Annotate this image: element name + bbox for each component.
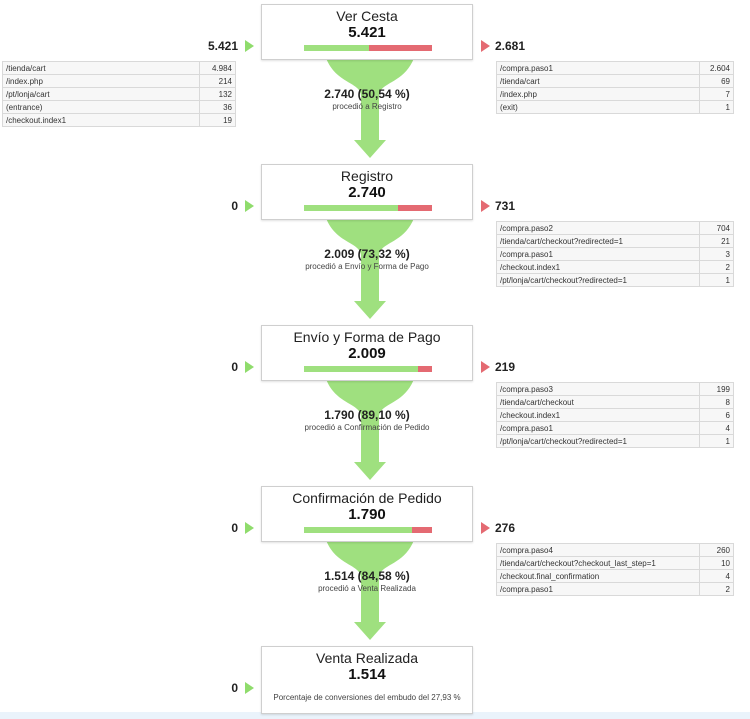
table-row[interactable]: /pt/lonja/cart/checkout?redirected=1 1 (496, 273, 734, 287)
exit-total: 219 (495, 360, 516, 374)
progress-exit-bar (418, 366, 432, 372)
step-conversion: 2.009 (73,32 %) procedió a Envío y Forma … (261, 247, 473, 271)
entrance-total: 5.421 (207, 39, 238, 53)
exit-destinations-table: /compra.paso4 260/tienda/cart/checkout?ch… (496, 543, 734, 596)
table-row[interactable]: /compra.paso1 2.604 (496, 61, 734, 75)
step-value: 5.421 (348, 24, 386, 41)
exit-count: 1 (699, 273, 734, 287)
step-box[interactable]: Ver Cesta 5.421 (261, 4, 473, 60)
conversion-label: procedió a Confirmación de Pedido (304, 423, 430, 432)
entrance-total: 0 (231, 681, 238, 695)
exit-total: 276 (495, 521, 516, 535)
entrance-total: 0 (231, 521, 238, 535)
exit-count: 1 (699, 100, 734, 114)
table-row[interactable]: /index.php 7 (496, 87, 734, 101)
conversion-label: procedió a Envío y Forma de Pago (305, 262, 429, 271)
step-value: 1.514 (348, 666, 386, 683)
conversion-label: procedió a Registro (332, 102, 402, 111)
funnel-connector (326, 58, 414, 158)
progress-exit-bar (398, 205, 432, 211)
table-row[interactable]: /pt/lonja/cart 132 (2, 87, 236, 101)
exit-destinations-table: /compra.paso2 704/tienda/cart/checkout?re… (496, 221, 734, 287)
table-row[interactable]: /pt/lonja/cart/checkout?redirected=1 1 (496, 434, 734, 448)
entrance-count: 19 (199, 113, 236, 127)
entrance-sources-table: /tienda/cart 4.984/index.php 214/pt/lonja/… (2, 61, 236, 127)
exit-arrow-icon (481, 40, 490, 52)
funnel-connector (326, 540, 414, 640)
table-row[interactable]: /checkout.index1 19 (2, 113, 236, 127)
exit-arrow-icon (481, 522, 490, 534)
table-row[interactable]: (entrance) 36 (2, 100, 236, 114)
step-value: 2.009 (348, 345, 386, 362)
step-box[interactable]: Registro 2.740 (261, 164, 473, 220)
exit-total: 2.681 (495, 39, 526, 53)
funnel-conversion-note: Porcentaje de conversiones del embudo de… (273, 693, 461, 702)
table-row[interactable]: /index.php 214 (2, 74, 236, 88)
progress-exit-bar (412, 527, 432, 533)
progress-exit-bar (369, 45, 432, 51)
table-row[interactable]: /compra.paso1 4 (496, 421, 734, 435)
table-row[interactable]: /compra.paso1 2 (496, 582, 734, 596)
exit-destinations-table: /compra.paso3 199/tienda/cart/checkout 8/c… (496, 382, 734, 448)
table-row[interactable]: /compra.paso1 3 (496, 247, 734, 261)
exit-total: 731 (495, 199, 516, 213)
exit-count: 6 (699, 408, 734, 422)
conversion-value: 2.009 (73,32 %) (324, 247, 410, 261)
entrance-total: 0 (231, 199, 238, 213)
step-box[interactable]: Venta Realizada 1.514 Porcentaje de conver… (261, 646, 473, 714)
step-name: Envío y Forma de Pago (293, 329, 441, 345)
step-value: 1.790 (348, 506, 386, 523)
step-conversion: 1.790 (89,10 %) procedió a Confirmación d… (261, 408, 473, 432)
step-name: Confirmación de Pedido (292, 490, 442, 506)
table-row[interactable]: /checkout.index1 6 (496, 408, 734, 422)
step-name: Venta Realizada (316, 650, 418, 666)
exit-count: 2 (699, 582, 734, 596)
conversion-value: 2.740 (50,54 %) (324, 87, 410, 101)
step-value: 2.740 (348, 184, 386, 201)
step-name: Registro (340, 168, 394, 184)
entrance-arrow-icon (245, 200, 254, 212)
progress-continued-bar (304, 205, 398, 211)
progress-continued-bar (304, 366, 418, 372)
step-conversion: 1.514 (84,58 %) procedió a Venta Realizad… (261, 569, 473, 593)
step-name: Ver Cesta (336, 8, 398, 24)
funnel-connector (326, 379, 414, 480)
exit-arrow-icon (481, 361, 490, 373)
conversion-value: 1.514 (84,58 %) (324, 569, 410, 583)
exit-count: 1 (699, 434, 734, 448)
progress-continued-bar (304, 527, 412, 533)
table-row[interactable]: (exit) 1 (496, 100, 734, 114)
entrance-arrow-icon (245, 522, 254, 534)
step-conversion: 2.740 (50,54 %) procedió a Registro (261, 87, 473, 111)
entrance-arrow-icon (245, 40, 254, 52)
progress-continued-bar (304, 45, 369, 51)
exit-destinations-table: /compra.paso1 2.604/tienda/cart 69/index.p… (496, 61, 734, 114)
step-box[interactable]: Confirmación de Pedido 1.790 (261, 486, 473, 542)
entrance-arrow-icon (245, 361, 254, 373)
table-row[interactable]: /tienda/cart/checkout?redirected=1 21 (496, 234, 734, 248)
exit-arrow-icon (481, 200, 490, 212)
step-box[interactable]: Envío y Forma de Pago 2.009 (261, 325, 473, 381)
conversion-label: procedió a Venta Realizada (318, 584, 416, 593)
bottom-band (0, 712, 750, 719)
funnel-connector (326, 218, 414, 319)
conversion-value: 1.790 (89,10 %) (324, 408, 410, 422)
exit-count: 21 (699, 234, 734, 248)
entrance-total: 0 (231, 360, 238, 374)
table-row[interactable]: /compra.paso3 199 (496, 382, 734, 396)
entrance-arrow-icon (245, 682, 254, 694)
